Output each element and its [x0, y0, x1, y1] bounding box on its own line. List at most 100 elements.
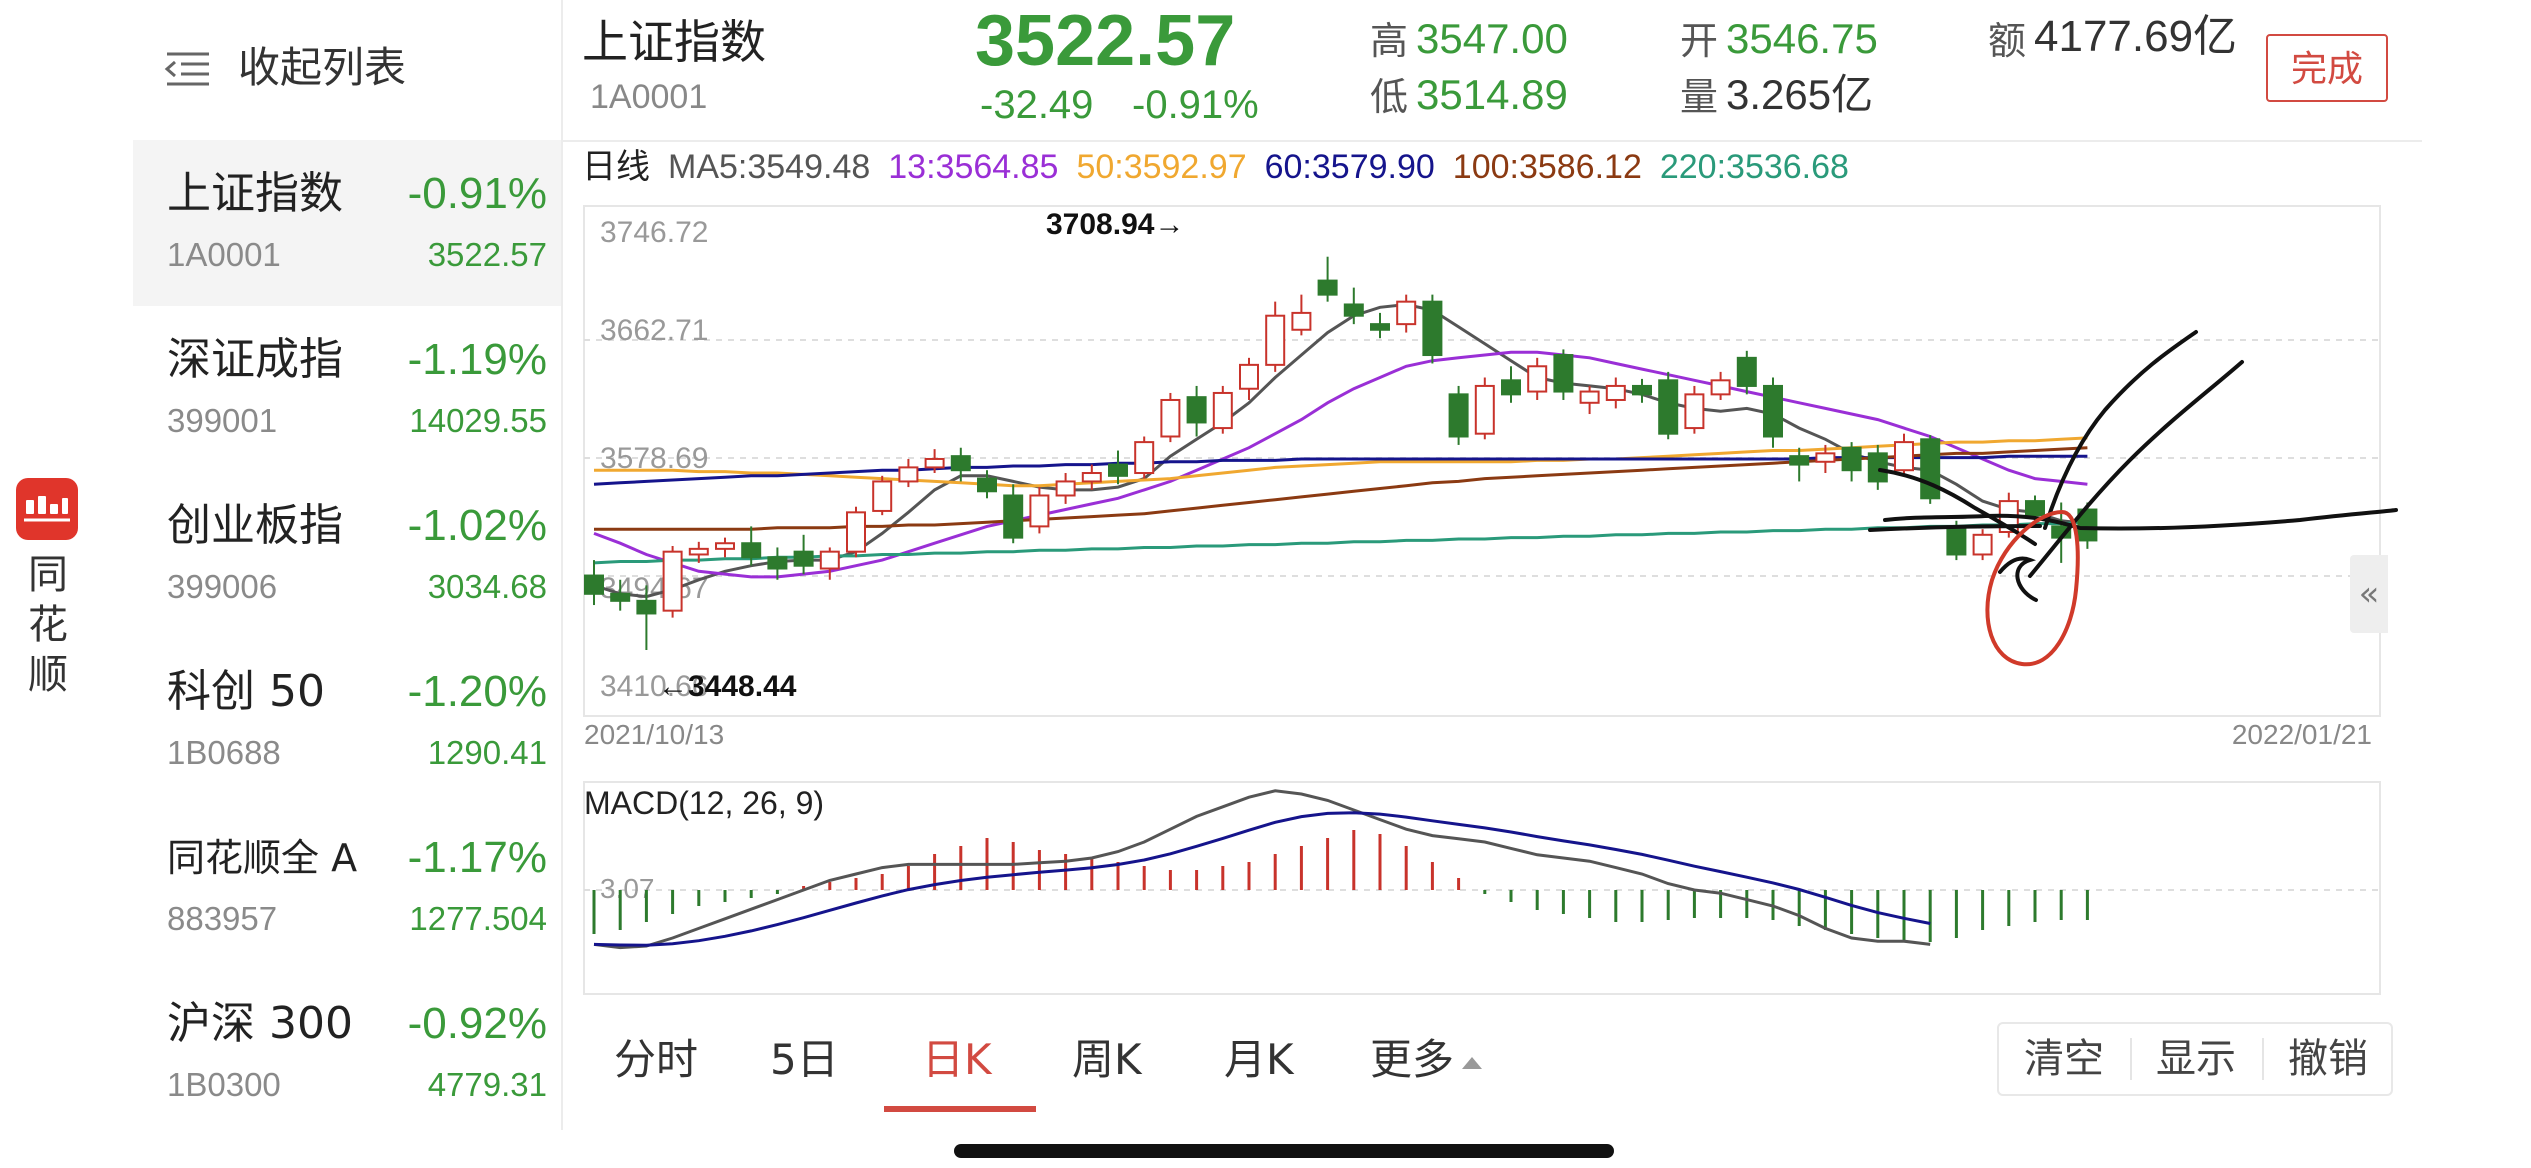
clear-button[interactable]: 清空 [2024, 1036, 2104, 1082]
candle-body [1579, 390, 1600, 404]
stock-list-item[interactable]: 沪深 300 -0.92% 1B0300 4779.31 [133, 970, 561, 1136]
tab-5day[interactable]: 5日 [770, 1035, 839, 1084]
candle-body [2025, 500, 2045, 517]
stock-name: 上证指数 [167, 168, 343, 219]
candle-body [715, 542, 735, 550]
brand-logo-icon[interactable] [16, 478, 78, 540]
candle [1553, 349, 1574, 400]
tab-daily-k[interactable]: 日K [922, 1035, 992, 1084]
macd-lines [593, 789, 1931, 950]
index-name: 上证指数 [582, 15, 766, 69]
ma-line-ma220 [593, 520, 2088, 565]
macd-dif-line [593, 789, 1931, 950]
tab-monthly-k[interactable]: 月K [1224, 1035, 1294, 1084]
candle-body [1370, 323, 1390, 331]
stock-list-item[interactable]: 深证成指 -1.19% 399001 14029.55 [133, 306, 561, 472]
candle [688, 541, 709, 563]
collapse-list-label: 收起列表 [238, 43, 407, 92]
drawn-stroke [1868, 524, 2042, 532]
tool-divider [2262, 1038, 2264, 1080]
candle-body [1029, 494, 1050, 528]
stock-name: 创业板指 [167, 500, 343, 551]
candle-body [1317, 279, 1338, 296]
tab-more[interactable]: 更多 [1370, 1030, 1483, 1090]
candle-body [1658, 379, 1679, 435]
expand-panel-button[interactable]: « [2350, 555, 2388, 633]
candle [741, 526, 762, 566]
candle-body [1527, 365, 1548, 393]
active-tab-indicator [884, 1106, 1036, 1112]
y-tick-label: 3662.71 [600, 314, 708, 347]
high-value: 3547.00 [1416, 15, 1568, 62]
tab-fenshi[interactable]: 分时 [614, 1035, 699, 1084]
candle [1055, 473, 1076, 504]
candle-body [1003, 494, 1024, 539]
candle-body [741, 542, 762, 559]
stock-list-item[interactable]: 同花顺全 A -1.17% 883957 1277.504 [133, 804, 561, 970]
candle-body [1920, 438, 1941, 500]
candle [1501, 366, 1521, 403]
double-chevron-left-icon: « [2358, 574, 2380, 614]
stock-list-sidebar: 收起列表 上证指数 -0.91% 1A0001 3522.57 深证成指 -1.… [133, 0, 563, 1130]
x-start-date: 2021/10/13 [584, 719, 724, 750]
macd-panel-frame [583, 781, 2381, 995]
candle-body [846, 511, 866, 553]
candle [1605, 377, 1626, 409]
stock-price: 14029.55 [409, 402, 547, 439]
candle-body [819, 550, 840, 570]
candle [898, 458, 919, 488]
show-button[interactable]: 显示 [2156, 1036, 2236, 1082]
macd-dea-line [593, 811, 1931, 947]
macd-histogram [592, 830, 2089, 942]
stock-name: 科创 50 [167, 666, 325, 717]
candle [2025, 495, 2045, 524]
ma-line-ma50 [594, 436, 2088, 488]
candle-body [1186, 396, 1207, 424]
candle [1972, 529, 1993, 561]
undo-button[interactable]: 撤销 [2288, 1036, 2368, 1082]
stock-list-item[interactable]: 创业板指 -1.02% 399006 3034.68 [133, 472, 561, 638]
candle-body [1763, 384, 1783, 438]
stock-name: 深证成指 [167, 334, 343, 385]
candle-body [977, 477, 997, 493]
home-indicator [954, 1144, 1614, 1158]
stock-price: 1290.41 [427, 734, 547, 771]
candle [1658, 371, 1679, 440]
tool-divider [2130, 1038, 2132, 1080]
candle-body [1239, 363, 1259, 390]
candle-body [1972, 533, 1993, 556]
candle-body [1946, 525, 1967, 556]
candle-body [1815, 452, 1836, 463]
candle [1763, 377, 1783, 448]
price-change-pct: -0.91% [1132, 83, 1259, 127]
candle-body [1396, 300, 1417, 326]
candle [872, 475, 893, 516]
ma-line-ma13 [593, 350, 2088, 579]
done-button[interactable]: 完成 [2266, 34, 2388, 102]
stock-list-item[interactable]: 上证指数 -0.91% 1A0001 3522.57 [133, 140, 561, 306]
candle [1396, 294, 1417, 333]
stock-change-pct: -1.02% [407, 501, 547, 550]
candle [1867, 444, 1888, 490]
candle [767, 547, 788, 580]
amount-value: 4177.69亿 [2034, 12, 2238, 61]
candle [846, 506, 866, 558]
candle-body [1632, 384, 1652, 396]
candle-body [767, 556, 788, 570]
stock-price: 4779.31 [427, 1066, 547, 1103]
caret-up-icon [1462, 1056, 1483, 1069]
candle [1370, 312, 1390, 339]
candle-body [1291, 311, 1312, 331]
stock-list-item[interactable]: 科创 50 -1.20% 1B0688 1290.41 [133, 638, 561, 804]
brand-char: 顺 [28, 652, 68, 698]
candle-body [1841, 446, 1862, 472]
collapse-list-button[interactable]: 收起列表 [133, 30, 561, 110]
stock-code: 1B0688 [167, 734, 281, 771]
candle-body [1081, 472, 1102, 483]
high-label: 高 [1370, 19, 1409, 63]
tab-weekly-k[interactable]: 周K [1072, 1035, 1142, 1084]
candle [1212, 385, 1233, 434]
candle-body [1448, 393, 1469, 438]
low-value: 3514.89 [1416, 71, 1568, 118]
